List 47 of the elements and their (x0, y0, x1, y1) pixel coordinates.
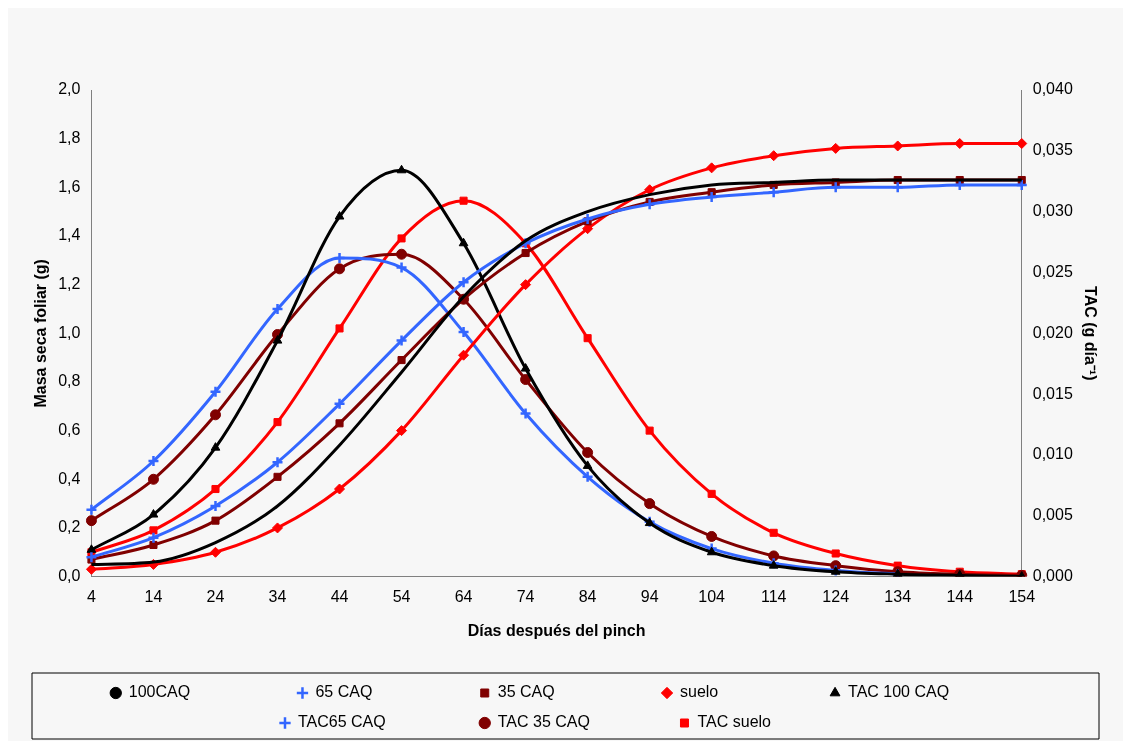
x-tick-label: 54 (392, 587, 411, 605)
x-tick-label: 44 (330, 587, 349, 605)
y-tick-label: 1,2 (58, 275, 81, 293)
legend-label: TAC 100 CAQ (848, 683, 1021, 701)
y-tick-label: 0,4 (58, 469, 81, 487)
y2-tick-label: 0,025 (1032, 262, 1073, 280)
y-tick-label: 1,4 (58, 226, 81, 244)
x-tick-label: 84 (578, 587, 597, 605)
x-tick-label: 154 (1008, 587, 1036, 605)
y-axis-title: Masa seca foliar (g) (32, 259, 50, 408)
x-tick-label: 34 (268, 587, 287, 605)
legend-label: TAC suelo (697, 713, 852, 731)
x-tick-label: 144 (946, 587, 974, 605)
y-tick-label: 0,2 (58, 518, 81, 536)
y2-axis-title: TAC (g día⁻¹) (1081, 286, 1099, 381)
x-tick-label: 114 (760, 587, 787, 605)
y-tick-label: 0,0 (58, 567, 81, 585)
legend-label: 35 CAQ (497, 683, 648, 701)
y2-tick-label: 0,010 (1032, 445, 1073, 463)
x-tick-label: 74 (516, 587, 535, 605)
y-tick-label: 1,6 (58, 177, 81, 195)
y-tick-label: 1,0 (58, 323, 81, 341)
y2-tick-label: 0,040 (1032, 80, 1073, 98)
y-tick-label: 1,8 (58, 129, 81, 147)
y-tick-label: 0,8 (58, 372, 81, 390)
x-tick-label: 134 (884, 587, 912, 605)
x-tick-label: 124 (822, 587, 850, 605)
legend-label: TAC 35 CAQ (497, 713, 666, 731)
x-tick-label: 24 (206, 587, 225, 605)
legend-label: suelo (680, 683, 817, 701)
y2-tick-label: 0,000 (1032, 567, 1073, 585)
legend-label: 65 CAQ (315, 683, 466, 701)
y2-tick-label: 0,020 (1032, 323, 1073, 341)
y2-tick-label: 0,035 (1032, 141, 1073, 159)
x-tick-label: 104 (698, 587, 726, 605)
x-axis-title: Días después del pinch (467, 621, 646, 639)
y-tick-label: 0,6 (58, 421, 81, 439)
x-tick-label: 64 (454, 587, 473, 605)
legend-label: TAC65 CAQ (298, 713, 466, 731)
x-tick-label: 94 (640, 587, 659, 605)
legend-label: 100CAQ (128, 683, 284, 701)
y-tick-label: 2,0 (58, 80, 81, 98)
y2-tick-label: 0,015 (1032, 384, 1073, 402)
x-tick-label: 4 (86, 587, 96, 605)
y2-tick-label: 0,005 (1032, 506, 1073, 524)
y2-tick-label: 0,030 (1032, 202, 1073, 220)
x-tick-label: 14 (144, 587, 163, 605)
